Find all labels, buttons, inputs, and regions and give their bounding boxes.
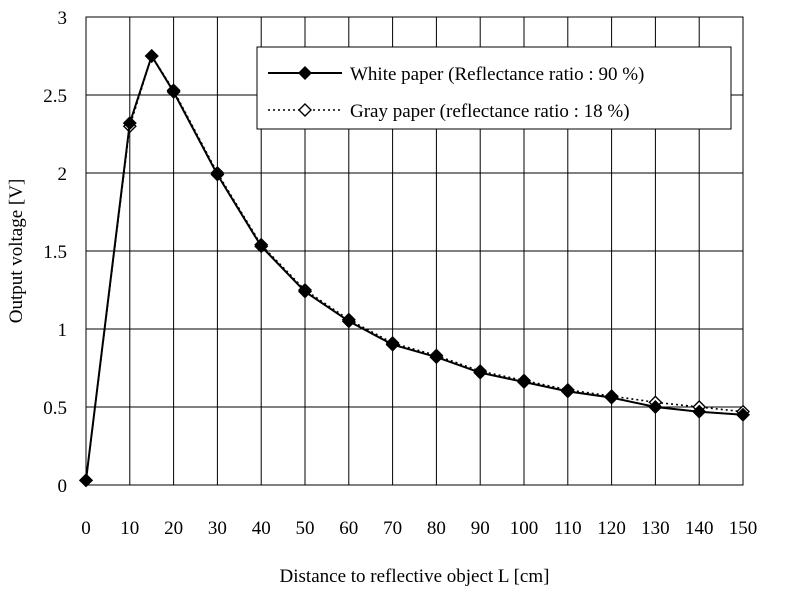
y-tick-label: 0.5 [43, 398, 67, 419]
y-tick-label: 2 [58, 164, 68, 185]
data-point [560, 384, 575, 399]
legend-marker [298, 103, 312, 117]
y-tick-label: 1 [58, 320, 68, 341]
x-tick-label: 80 [427, 518, 446, 539]
x-tick-label: 120 [597, 518, 626, 539]
x-tick-label: 150 [729, 518, 758, 539]
legend-label: Gray paper (reflectance ratio : 18 %) [350, 101, 630, 122]
y-tick-label: 2.5 [43, 86, 67, 107]
data-point [648, 400, 663, 414]
data-point [254, 239, 269, 254]
data-point [385, 337, 400, 352]
x-tick-label: 140 [685, 518, 714, 539]
y-tick-label: 1.5 [43, 242, 67, 263]
x-tick-label: 50 [296, 518, 315, 539]
data-point [166, 84, 181, 99]
x-tick-label: 90 [471, 518, 490, 539]
legend-box [256, 46, 732, 130]
x-tick-label: 130 [641, 518, 670, 539]
x-tick-label: 70 [383, 518, 402, 539]
data-point [736, 407, 750, 422]
y-tick-label: 3 [58, 8, 68, 29]
legend-item: Gray paper (reflectance ratio : 18 %) [268, 101, 630, 122]
plot-frame [85, 16, 744, 486]
x-axis-title: Distance to reflective object L [cm] [280, 566, 550, 587]
x-tick-label: 60 [339, 518, 358, 539]
x-tick-label: 0 [81, 518, 91, 539]
y-tick-label: 0 [58, 476, 68, 497]
x-tick-label: 10 [120, 518, 139, 539]
data-point [341, 314, 356, 329]
series-white-paper [79, 49, 750, 488]
data-point [429, 350, 444, 365]
x-tick-label: 20 [164, 518, 183, 539]
data-point [473, 365, 488, 380]
x-tick-label: 100 [510, 518, 539, 539]
legend-label: White paper (Reflectance ratio : 90 %) [350, 64, 644, 85]
x-tick-label: 40 [252, 518, 271, 539]
legend-marker [298, 66, 312, 80]
data-point [298, 284, 312, 299]
legend: White paper (Reflectance ratio : 90 %) Gr… [256, 46, 732, 130]
data-point [79, 473, 93, 488]
data-point [210, 167, 225, 182]
data-point [144, 49, 159, 63]
data-point [692, 404, 707, 419]
data-point [122, 116, 137, 131]
legend-item: White paper (Reflectance ratio : 90 %) [268, 64, 644, 85]
x-tick-label: 110 [554, 518, 582, 539]
data-point [517, 375, 531, 390]
x-tick-label: 30 [208, 518, 227, 539]
y-axis-title: Output voltage [V] [6, 179, 27, 324]
data-point [604, 390, 619, 405]
